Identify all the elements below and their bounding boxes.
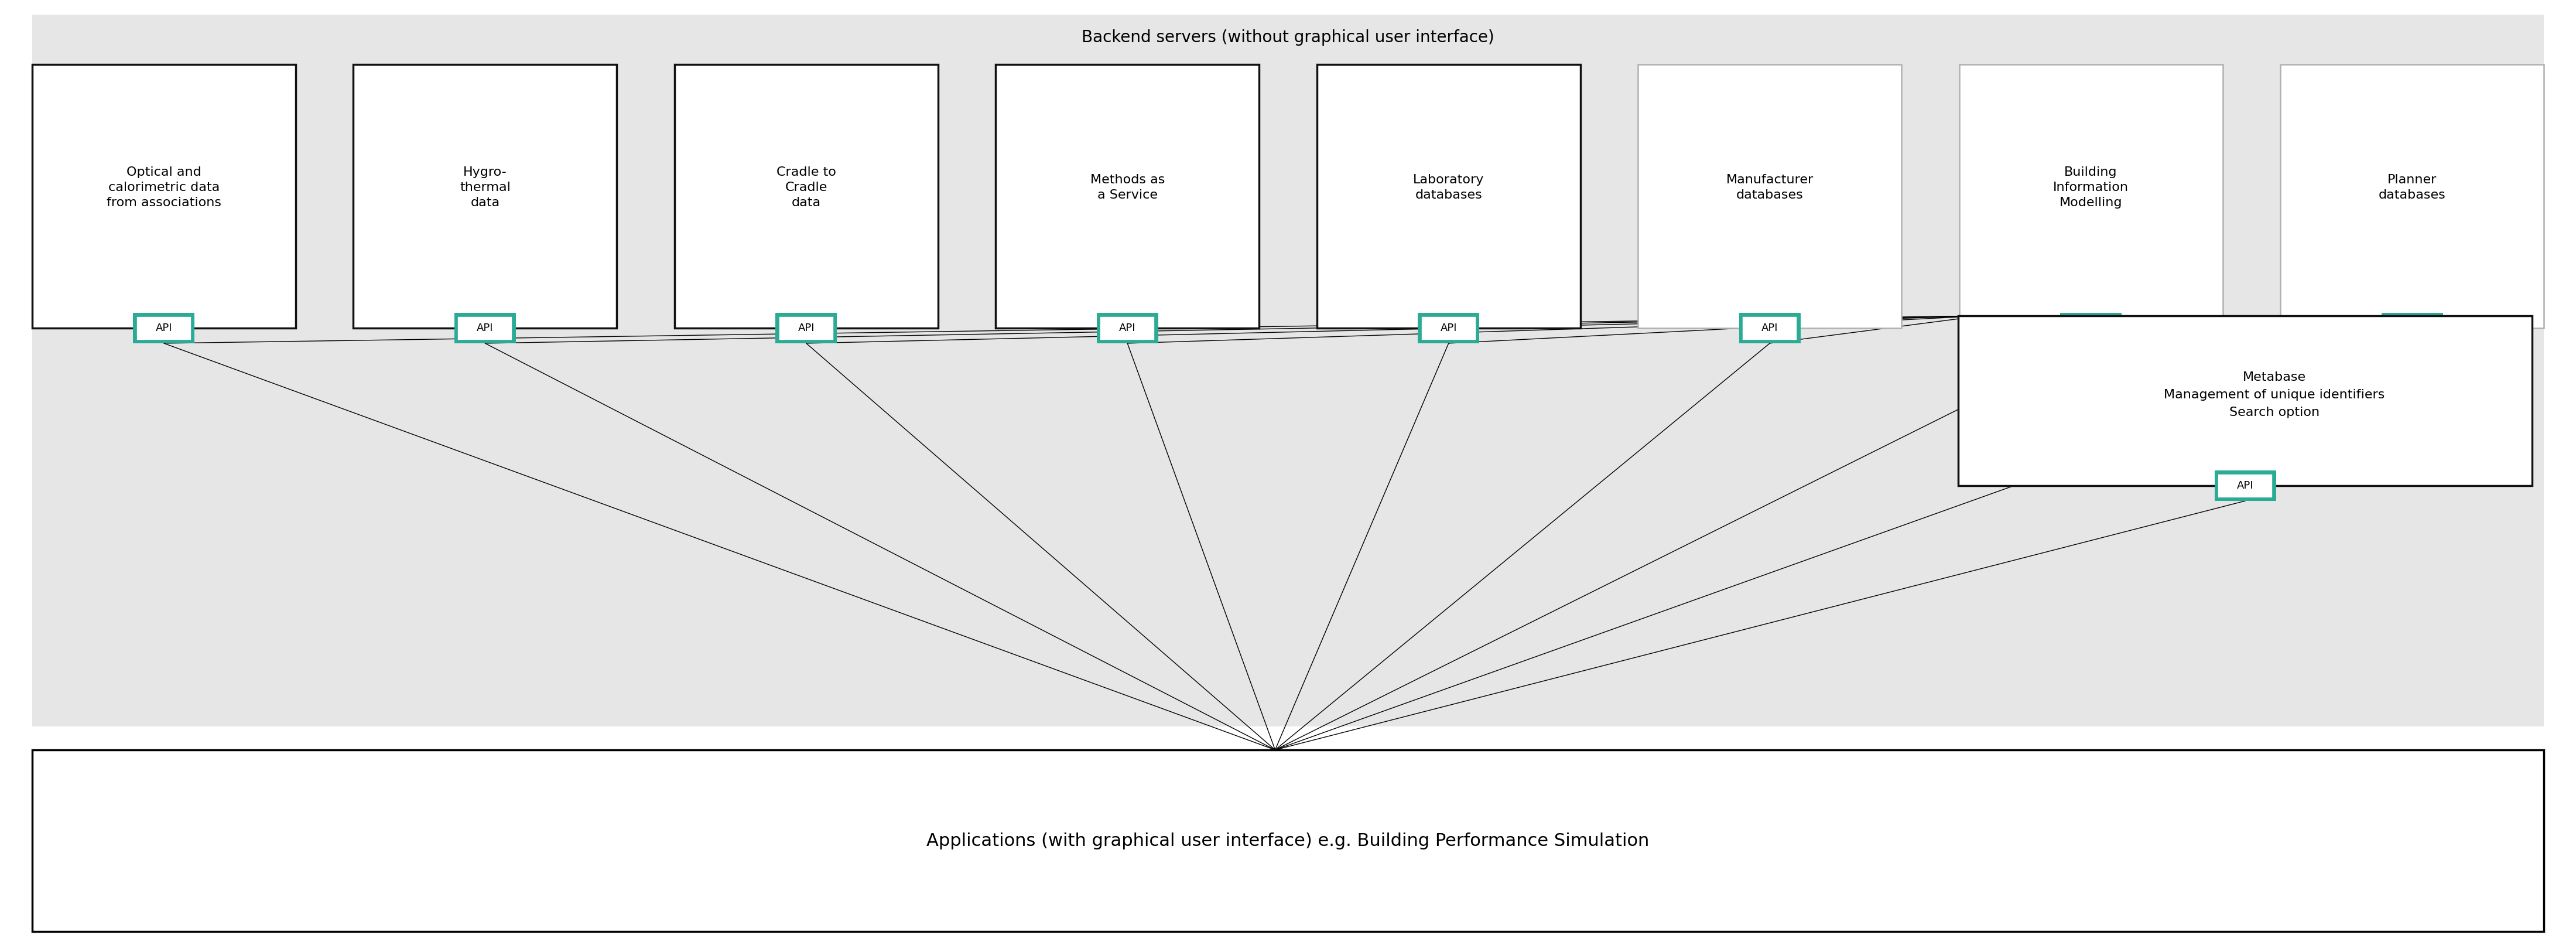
FancyBboxPatch shape (1417, 313, 1479, 344)
FancyBboxPatch shape (1422, 316, 1476, 340)
FancyBboxPatch shape (459, 316, 513, 340)
Text: API: API (2081, 323, 2099, 333)
FancyBboxPatch shape (1638, 65, 1901, 328)
FancyBboxPatch shape (1960, 65, 2223, 328)
Text: API: API (1118, 323, 1136, 333)
FancyBboxPatch shape (33, 750, 2545, 931)
Text: Planner
databases: Planner databases (2378, 174, 2445, 201)
FancyBboxPatch shape (675, 65, 938, 328)
FancyBboxPatch shape (1100, 316, 1154, 340)
FancyBboxPatch shape (353, 65, 616, 328)
FancyBboxPatch shape (2061, 313, 2123, 344)
Text: Building
Information
Modelling: Building Information Modelling (2053, 167, 2128, 208)
Text: Hygro-
thermal
data: Hygro- thermal data (459, 167, 510, 208)
FancyBboxPatch shape (137, 316, 191, 340)
FancyBboxPatch shape (2280, 65, 2545, 328)
FancyBboxPatch shape (1097, 313, 1159, 344)
Text: API: API (2403, 323, 2421, 333)
Text: Optical and
calorimetric data
from associations: Optical and calorimetric data from assoc… (106, 167, 222, 208)
FancyBboxPatch shape (31, 65, 296, 328)
Text: API: API (1762, 323, 1777, 333)
Text: API: API (2236, 481, 2254, 491)
FancyBboxPatch shape (134, 313, 196, 344)
FancyBboxPatch shape (2385, 316, 2439, 340)
FancyBboxPatch shape (997, 65, 1260, 328)
FancyBboxPatch shape (2063, 316, 2117, 340)
FancyBboxPatch shape (1316, 65, 1579, 328)
FancyBboxPatch shape (2218, 474, 2272, 498)
Text: Cradle to
Cradle
data: Cradle to Cradle data (775, 167, 837, 208)
FancyBboxPatch shape (778, 316, 835, 340)
FancyBboxPatch shape (1741, 316, 1798, 340)
FancyBboxPatch shape (1958, 316, 2532, 486)
FancyBboxPatch shape (2215, 470, 2277, 501)
FancyBboxPatch shape (453, 313, 515, 344)
Text: Methods as
a Service: Methods as a Service (1090, 174, 1164, 201)
Text: API: API (799, 323, 814, 333)
Text: Applications (with graphical user interface) e.g. Building Performance Simulatio: Applications (with graphical user interf… (927, 832, 1649, 849)
FancyBboxPatch shape (775, 313, 837, 344)
Text: Laboratory
databases: Laboratory databases (1414, 174, 1484, 201)
FancyBboxPatch shape (2380, 313, 2442, 344)
FancyBboxPatch shape (1739, 313, 1801, 344)
Text: Manufacturer
databases: Manufacturer databases (1726, 174, 1814, 201)
Text: API: API (1440, 323, 1458, 333)
Text: Metabase
Management of unique identifiers
Search option: Metabase Management of unique identifier… (2164, 371, 2385, 418)
Text: API: API (155, 323, 173, 333)
Text: Backend servers (without graphical user interface): Backend servers (without graphical user … (1082, 30, 1494, 46)
Text: API: API (477, 323, 495, 333)
FancyBboxPatch shape (33, 14, 2545, 726)
